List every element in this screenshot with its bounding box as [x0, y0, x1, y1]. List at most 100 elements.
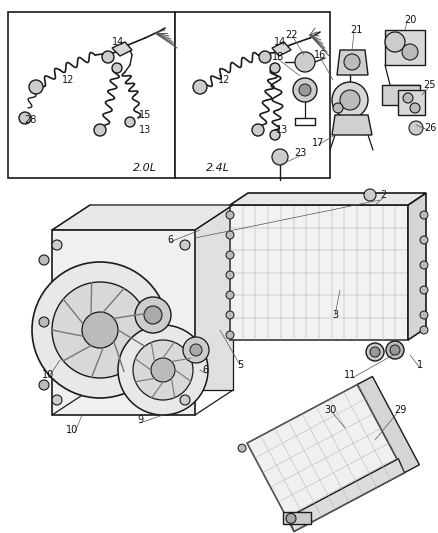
Text: 28: 28 [24, 115, 36, 125]
Text: 11: 11 [344, 370, 356, 380]
Polygon shape [382, 85, 420, 105]
Circle shape [252, 124, 264, 136]
Circle shape [272, 149, 288, 165]
Circle shape [420, 311, 428, 319]
Circle shape [52, 240, 62, 250]
Circle shape [344, 54, 360, 70]
Text: 20: 20 [404, 15, 416, 25]
Text: 2.0L: 2.0L [133, 163, 157, 173]
Text: 13: 13 [139, 125, 151, 135]
Polygon shape [408, 193, 426, 340]
Circle shape [299, 84, 311, 96]
Circle shape [180, 240, 190, 250]
Circle shape [420, 261, 428, 269]
Polygon shape [52, 230, 195, 415]
Circle shape [390, 345, 400, 355]
Circle shape [293, 78, 317, 102]
Circle shape [370, 347, 380, 357]
Text: 14: 14 [274, 37, 286, 47]
Text: 9: 9 [137, 415, 143, 425]
Text: 30: 30 [324, 405, 336, 415]
Text: 10: 10 [66, 425, 78, 435]
Circle shape [420, 326, 428, 334]
Circle shape [259, 51, 271, 63]
Circle shape [135, 297, 171, 333]
Circle shape [270, 130, 280, 140]
Polygon shape [332, 115, 372, 135]
Circle shape [82, 312, 118, 348]
Circle shape [340, 90, 360, 110]
Circle shape [420, 286, 428, 294]
Circle shape [226, 271, 234, 279]
Circle shape [29, 80, 43, 94]
Text: 22: 22 [286, 30, 298, 40]
Polygon shape [90, 205, 233, 390]
Polygon shape [112, 42, 132, 56]
Circle shape [180, 395, 190, 405]
Circle shape [364, 189, 376, 201]
Text: 26: 26 [424, 123, 436, 133]
Polygon shape [357, 376, 419, 473]
Text: 2.4L: 2.4L [206, 163, 230, 173]
Circle shape [19, 112, 31, 124]
Text: 2: 2 [380, 190, 386, 200]
Circle shape [420, 236, 428, 244]
Text: 5: 5 [237, 360, 243, 370]
Circle shape [403, 93, 413, 103]
Circle shape [118, 325, 208, 415]
Circle shape [420, 211, 428, 219]
Circle shape [94, 124, 106, 136]
Polygon shape [398, 90, 425, 115]
Text: 6: 6 [202, 365, 208, 375]
Circle shape [193, 80, 207, 94]
Circle shape [409, 121, 423, 135]
Text: 12: 12 [62, 75, 74, 85]
Circle shape [32, 262, 168, 398]
Text: 14: 14 [112, 37, 124, 47]
Text: 13: 13 [276, 125, 288, 135]
Circle shape [332, 82, 368, 118]
Polygon shape [288, 459, 404, 531]
Circle shape [410, 103, 420, 113]
Polygon shape [230, 193, 426, 205]
Circle shape [190, 344, 202, 356]
Circle shape [39, 317, 49, 327]
Circle shape [39, 255, 49, 265]
Polygon shape [247, 384, 404, 531]
Text: 16: 16 [314, 50, 326, 60]
Circle shape [226, 331, 234, 339]
Circle shape [333, 103, 343, 113]
Circle shape [238, 444, 246, 452]
Text: 1: 1 [417, 360, 423, 370]
Circle shape [270, 63, 280, 73]
Circle shape [102, 51, 114, 63]
Text: 6: 6 [167, 235, 173, 245]
Text: 21: 21 [350, 25, 362, 35]
Circle shape [226, 291, 234, 299]
Text: 10: 10 [42, 370, 54, 380]
Circle shape [183, 337, 209, 363]
Circle shape [125, 117, 135, 127]
Polygon shape [337, 50, 368, 75]
Circle shape [295, 52, 315, 72]
Circle shape [226, 211, 234, 219]
Polygon shape [230, 205, 408, 340]
Polygon shape [283, 512, 311, 524]
Circle shape [366, 343, 384, 361]
Circle shape [39, 380, 49, 390]
Text: 3: 3 [332, 310, 338, 320]
Circle shape [52, 395, 62, 405]
Circle shape [386, 341, 404, 359]
Circle shape [144, 306, 162, 324]
Text: 15: 15 [139, 110, 151, 120]
Text: 29: 29 [394, 405, 406, 415]
Polygon shape [385, 30, 425, 65]
Text: 25: 25 [424, 80, 436, 90]
Text: 18: 18 [272, 52, 284, 62]
Circle shape [112, 63, 122, 73]
Circle shape [226, 311, 234, 319]
Polygon shape [52, 205, 233, 230]
Polygon shape [8, 12, 175, 178]
Polygon shape [272, 42, 291, 56]
Circle shape [286, 513, 296, 523]
